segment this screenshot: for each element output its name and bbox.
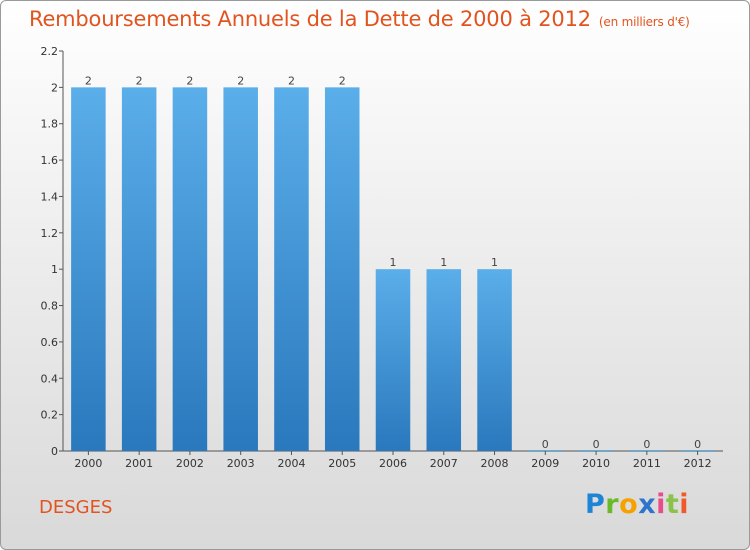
x-tick-label-2004: 2004 (277, 457, 305, 470)
x-tick-label-2008: 2008 (481, 457, 509, 470)
x-tick-label-2012: 2012 (684, 457, 712, 470)
x-axis: 2000 2001 2002 2003 2004 2005 2006 2007 2008 2009… (63, 450, 723, 470)
data-label-2001: 2 (136, 74, 143, 87)
bar-2002 (172, 87, 208, 451)
x-tick-label-2010: 2010 (582, 457, 610, 470)
logo-letter: o (619, 489, 639, 520)
y-axis: 0 0.2 0.4 0.6 0.8 1 1.2 1.4 1.6 1.8 2 2.2 (41, 45, 64, 458)
bar-2012 (680, 450, 715, 451)
bar-2010 (578, 450, 614, 451)
data-label-2000: 2 (85, 74, 92, 87)
data-label-2008: 1 (491, 256, 498, 269)
y-tick-label: 1.4 (41, 190, 59, 203)
x-tick-label-2005: 2005 (328, 457, 356, 470)
bar-2000 (71, 87, 106, 451)
bar-2001 (121, 87, 157, 451)
logo-letter: t (665, 489, 680, 520)
y-tick-label: 1 (51, 263, 58, 276)
data-label-2006: 1 (390, 256, 397, 269)
x-tick-label-2011: 2011 (633, 457, 661, 470)
data-label-2011: 0 (643, 438, 650, 451)
y-tick-label: 0 (51, 445, 58, 458)
data-label-2012: 0 (694, 438, 701, 451)
data-label-2007: 1 (440, 256, 447, 269)
logo-letter: i (656, 489, 666, 520)
logo-letter: i (679, 489, 690, 520)
commune-name: DESGES (39, 497, 113, 518)
data-label-2002: 2 (186, 74, 193, 87)
logo-letter: x (638, 489, 657, 520)
bar-2005 (324, 87, 360, 451)
chart-title-text: Remboursements Annuels de la Dette de 20… (29, 7, 591, 31)
y-tick-label: 0.8 (41, 300, 59, 313)
x-tick-label-2003: 2003 (227, 457, 255, 470)
data-label-2010: 0 (593, 438, 600, 451)
bar-2004 (274, 87, 309, 451)
data-label-2004: 2 (288, 74, 295, 87)
y-tick-label: 1.6 (41, 154, 59, 167)
y-tick-label: 0.6 (41, 336, 59, 349)
chart-title: Remboursements Annuels de la Dette de 20… (29, 7, 690, 31)
x-tick-label-2002: 2002 (176, 457, 204, 470)
x-tick-label-2006: 2006 (379, 457, 407, 470)
y-tick-label: 1.8 (41, 118, 59, 131)
y-tick-label: 2 (51, 81, 58, 94)
bar-2006 (375, 269, 411, 451)
bar-2008 (477, 269, 512, 451)
x-tick-label-2001: 2001 (125, 457, 153, 470)
y-tick-label: 1.2 (41, 227, 59, 240)
bar-2009 (528, 450, 563, 451)
x-tick-label-2007: 2007 (430, 457, 458, 470)
bar-2011 (629, 450, 665, 451)
logo-letter: P (585, 489, 606, 520)
logo-letter: r (605, 489, 620, 520)
data-label-2009: 0 (542, 438, 549, 451)
bars (71, 87, 715, 451)
y-tick-label: 0.4 (41, 372, 59, 385)
x-tick-label-2000: 2000 (74, 457, 102, 470)
x-tick-label-2009: 2009 (531, 457, 559, 470)
data-label-2005: 2 (339, 74, 346, 87)
bar-2007 (426, 269, 462, 451)
y-tick-label: 0.2 (41, 409, 59, 422)
y-tick-label: 2.2 (41, 45, 59, 58)
chart-subtitle: (en milliers d'€) (598, 15, 690, 29)
data-labels: 2 2 2 2 2 2 1 1 1 0 0 0 0 (85, 74, 701, 451)
data-label-2003: 2 (237, 74, 244, 87)
proxiti-logo: Proxiti (585, 489, 689, 520)
bar-2003 (223, 87, 258, 451)
